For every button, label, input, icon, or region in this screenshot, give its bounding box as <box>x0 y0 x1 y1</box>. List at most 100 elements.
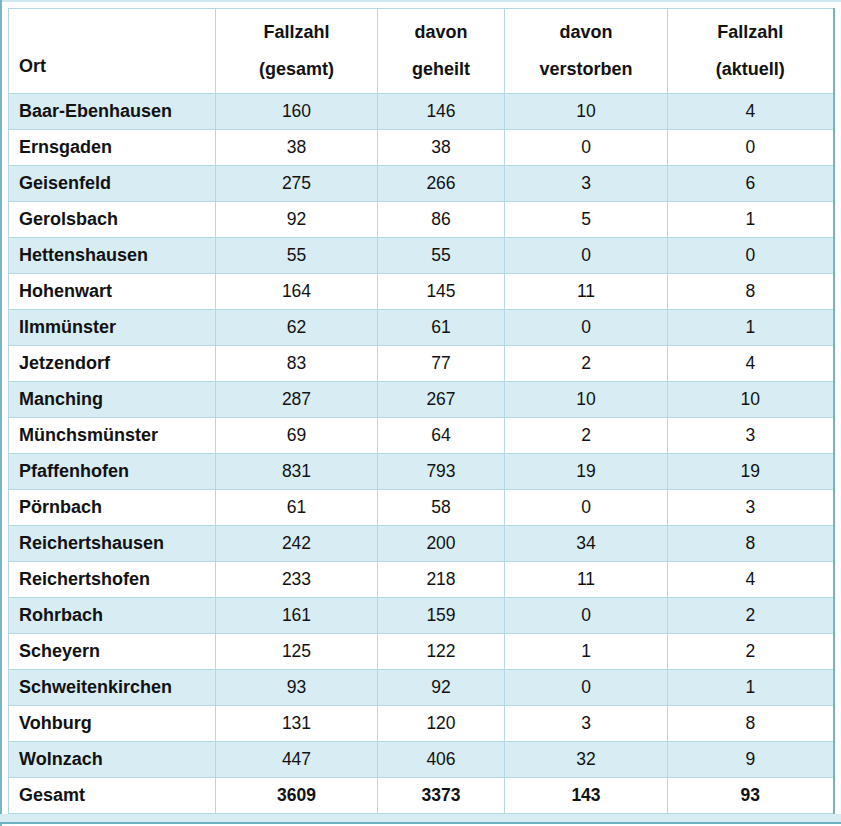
table-row: Geisenfeld27526636 <box>9 166 834 202</box>
value-cell: 5 <box>505 202 668 238</box>
ort-cell: Geisenfeld <box>9 166 216 202</box>
table-row: Scheyern12512212 <box>9 634 834 670</box>
column-header-fallzahl-gesamt: Fallzahl (gesamt) <box>216 9 378 94</box>
total-label-cell: Gesamt <box>9 778 216 814</box>
value-cell: 233 <box>216 562 378 598</box>
value-cell: 58 <box>378 490 505 526</box>
value-cell: 146 <box>378 94 505 130</box>
value-cell: 1 <box>668 310 834 346</box>
header-row: Ort Fallzahl (gesamt) davon geheilt davo… <box>9 9 834 94</box>
total-value-cell: 93 <box>668 778 834 814</box>
value-cell: 77 <box>378 346 505 382</box>
value-cell: 4 <box>668 562 834 598</box>
table-row: Hohenwart164145118 <box>9 274 834 310</box>
column-header-davon-geheilt: davon geheilt <box>378 9 505 94</box>
value-cell: 159 <box>378 598 505 634</box>
value-cell: 3 <box>505 706 668 742</box>
value-cell: 64 <box>378 418 505 454</box>
ort-cell: Münchsmünster <box>9 418 216 454</box>
value-cell: 1 <box>668 202 834 238</box>
table-row: Schweitenkirchen939201 <box>9 670 834 706</box>
value-cell: 38 <box>378 130 505 166</box>
ort-cell: Hohenwart <box>9 274 216 310</box>
table-row: Reichertshofen233218114 <box>9 562 834 598</box>
value-cell: 83 <box>216 346 378 382</box>
table-row: Jetzendorf837724 <box>9 346 834 382</box>
table-row: Münchsmünster696423 <box>9 418 834 454</box>
table-footer: Gesamt 3609 3373 143 93 <box>9 778 834 814</box>
ort-cell: Manching <box>9 382 216 418</box>
value-cell: 61 <box>216 490 378 526</box>
value-cell: 3 <box>505 166 668 202</box>
value-cell: 4 <box>668 346 834 382</box>
header-label: Ort <box>19 56 46 76</box>
ort-cell: Reichertshofen <box>9 562 216 598</box>
value-cell: 61 <box>378 310 505 346</box>
ort-cell: Ilmmünster <box>9 310 216 346</box>
value-cell: 8 <box>668 274 834 310</box>
page-top-border-line <box>0 0 841 2</box>
column-header-ort: Ort <box>9 9 216 94</box>
table-row: Rohrbach16115902 <box>9 598 834 634</box>
value-cell: 242 <box>216 526 378 562</box>
value-cell: 200 <box>378 526 505 562</box>
value-cell: 10 <box>668 382 834 418</box>
value-cell: 447 <box>216 742 378 778</box>
value-cell: 92 <box>216 202 378 238</box>
value-cell: 4 <box>668 94 834 130</box>
value-cell: 3 <box>668 418 834 454</box>
value-cell: 145 <box>378 274 505 310</box>
ort-cell: Jetzendorf <box>9 346 216 382</box>
value-cell: 0 <box>668 238 834 274</box>
total-value-cell: 3373 <box>378 778 505 814</box>
value-cell: 11 <box>505 562 668 598</box>
ort-cell: Scheyern <box>9 634 216 670</box>
value-cell: 8 <box>668 706 834 742</box>
value-cell: 62 <box>216 310 378 346</box>
value-cell: 1 <box>668 670 834 706</box>
table-row: Ernsgaden383800 <box>9 130 834 166</box>
value-cell: 32 <box>505 742 668 778</box>
header-label: davon <box>505 14 667 51</box>
header-label: geheilt <box>378 51 504 88</box>
value-cell: 793 <box>378 454 505 490</box>
value-cell: 0 <box>505 130 668 166</box>
value-cell: 3 <box>668 490 834 526</box>
value-cell: 218 <box>378 562 505 598</box>
table-row: Pörnbach615803 <box>9 490 834 526</box>
value-cell: 6 <box>668 166 834 202</box>
value-cell: 55 <box>216 238 378 274</box>
header-label: Fallzahl <box>216 14 377 51</box>
table-row: Baar-Ebenhausen160146104 <box>9 94 834 130</box>
value-cell: 86 <box>378 202 505 238</box>
value-cell: 92 <box>378 670 505 706</box>
value-cell: 8 <box>668 526 834 562</box>
value-cell: 275 <box>216 166 378 202</box>
total-value-cell: 3609 <box>216 778 378 814</box>
ort-cell: Schweitenkirchen <box>9 670 216 706</box>
total-value-cell: 143 <box>505 778 668 814</box>
value-cell: 11 <box>505 274 668 310</box>
table-row: Pfaffenhofen8317931919 <box>9 454 834 490</box>
page-left-border-line <box>0 0 2 826</box>
value-cell: 2 <box>668 598 834 634</box>
table-row: Ilmmünster626101 <box>9 310 834 346</box>
next-table-row-partial <box>0 814 841 824</box>
ort-cell: Pörnbach <box>9 490 216 526</box>
value-cell: 131 <box>216 706 378 742</box>
value-cell: 0 <box>505 490 668 526</box>
value-cell: 122 <box>378 634 505 670</box>
ort-cell: Gerolsbach <box>9 202 216 238</box>
ort-cell: Hettenshausen <box>9 238 216 274</box>
table-row: Reichertshausen242200348 <box>9 526 834 562</box>
value-cell: 120 <box>378 706 505 742</box>
table-body: Baar-Ebenhausen160146104Ernsgaden383800G… <box>9 94 834 778</box>
column-header-fallzahl-aktuell: Fallzahl (aktuell) <box>668 9 834 94</box>
ort-cell: Rohrbach <box>9 598 216 634</box>
value-cell: 38 <box>216 130 378 166</box>
value-cell: 0 <box>505 598 668 634</box>
table-row: Wolnzach447406329 <box>9 742 834 778</box>
ort-cell: Vohburg <box>9 706 216 742</box>
value-cell: 287 <box>216 382 378 418</box>
table-row: Vohburg13112038 <box>9 706 834 742</box>
